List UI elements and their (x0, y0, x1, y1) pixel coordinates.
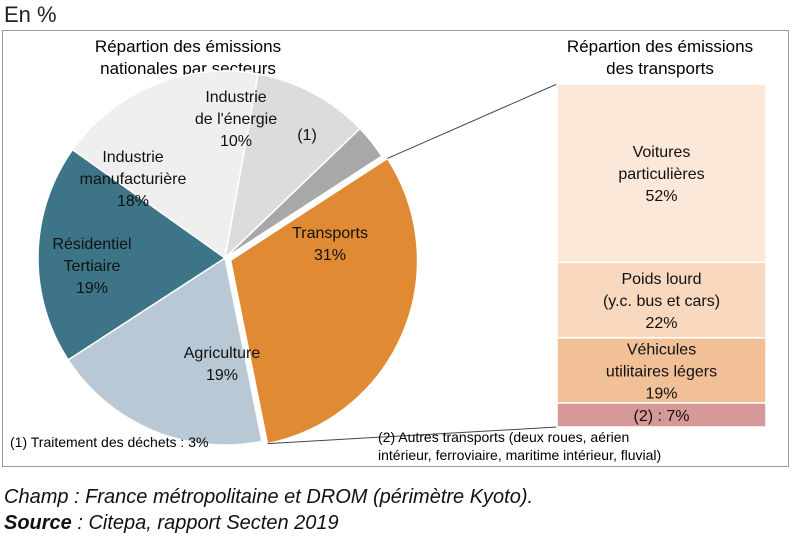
bar-segment-poids-lourd-y-c-bus-et-cars (556, 261, 767, 339)
bar-segment-voitures-particuli-res (556, 83, 767, 264)
pie-footnote: (1) Traitement des déchets : 3% (10, 434, 208, 450)
bar-segment-2 (556, 402, 767, 428)
connector-lines (267, 83, 558, 445)
pie-slice-1 (224, 127, 383, 259)
bar-title: Répartion des émissions des transports (567, 37, 753, 78)
bar-segment-label: particulières (618, 166, 704, 183)
connector-line-top (387, 83, 558, 159)
pie-slice-label: Agriculture (184, 345, 261, 362)
pie-slice-agriculture (67, 256, 263, 446)
source-text: : Citepa, rapport Secten 2019 (71, 512, 339, 534)
pie-chart: Transports 31% Agriculture 19% Résidentiel Te… (37, 70, 419, 446)
source-label: Source (4, 512, 72, 534)
connector-line-bottom (267, 426, 558, 445)
bar-segment-label: Poids lourd (621, 271, 701, 288)
bar-segment-label: Véhicules (627, 341, 696, 358)
pie-slice-industrie-manufacturi-re (71, 70, 259, 260)
bar-segment-value: 52% (645, 188, 677, 205)
pie-slice-value: 10% (220, 133, 252, 150)
source-note: Source : Citepa, rapport Secten 2019 (4, 512, 339, 535)
pie-slice-value: 19% (76, 280, 108, 297)
pie-slice-industrie-de-l-nergie (223, 73, 362, 261)
champ-note: Champ : France métropolitaine et DROM (p… (4, 486, 534, 508)
bar-title-line: Répartion des émissions (567, 37, 753, 56)
stacked-bar-chart: Voitures particulières 52% Poids lourd (y.c.… (556, 83, 767, 428)
bar-footnote-line: intérieur, ferroviaire, maritime intérie… (378, 447, 661, 463)
bar-segment-v-hicules-utilitaires-l-gers (556, 337, 767, 404)
pie-slice-label: Tertiaire (64, 258, 121, 275)
pie-slice-label: Résidentiel (52, 236, 131, 253)
bar-segment-value: 22% (645, 315, 677, 332)
bar-segment-label: (y.c. bus et cars) (603, 293, 720, 310)
bar-segment-value: 19% (645, 385, 677, 402)
pie-title-line: Répartion des émissions (95, 37, 281, 56)
bar-segment-value: (2) : 7% (633, 408, 689, 425)
pie-slice-label: Industrie (102, 149, 163, 166)
pie-slice-label: Transports (292, 225, 368, 242)
pie-slice-transports (229, 157, 419, 445)
bar-footnote-line: (2) Autres transports (deux roues, aérie… (378, 429, 629, 445)
pie-slice-label: (1) (297, 127, 317, 144)
pie-slice-value: 19% (206, 367, 238, 384)
pie-slice-label: de l'énergie (195, 111, 277, 128)
pie-slice-value: 18% (117, 193, 149, 210)
pie-slice-label: Industrie (205, 89, 266, 106)
chart-frame (2, 30, 789, 467)
footnotes: (1) Traitement des déchets : 3% (2) Autre… (10, 429, 661, 463)
pie-slice-label: manufacturière (80, 171, 187, 188)
unit-label: En % (4, 2, 57, 27)
pie-slice-value: 31% (314, 247, 346, 264)
bar-title-line: des transports (606, 59, 714, 78)
pie-slice-r-sidentiel-tertiaire (37, 148, 227, 361)
bar-segment-label: Voitures (633, 144, 691, 161)
bar-segment-label: utilitaires légers (606, 363, 717, 380)
